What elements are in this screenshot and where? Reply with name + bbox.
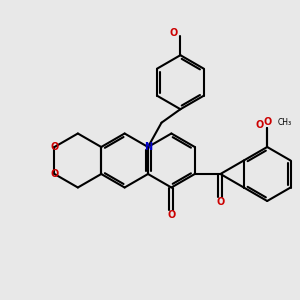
Text: O: O bbox=[167, 211, 175, 220]
Text: CH₃: CH₃ bbox=[277, 118, 291, 127]
Text: O: O bbox=[256, 120, 264, 130]
Text: O: O bbox=[50, 142, 59, 152]
Text: O: O bbox=[263, 117, 271, 127]
Text: O: O bbox=[169, 28, 177, 38]
Text: O: O bbox=[216, 197, 224, 207]
Text: O: O bbox=[50, 169, 59, 179]
Text: N: N bbox=[144, 142, 152, 152]
